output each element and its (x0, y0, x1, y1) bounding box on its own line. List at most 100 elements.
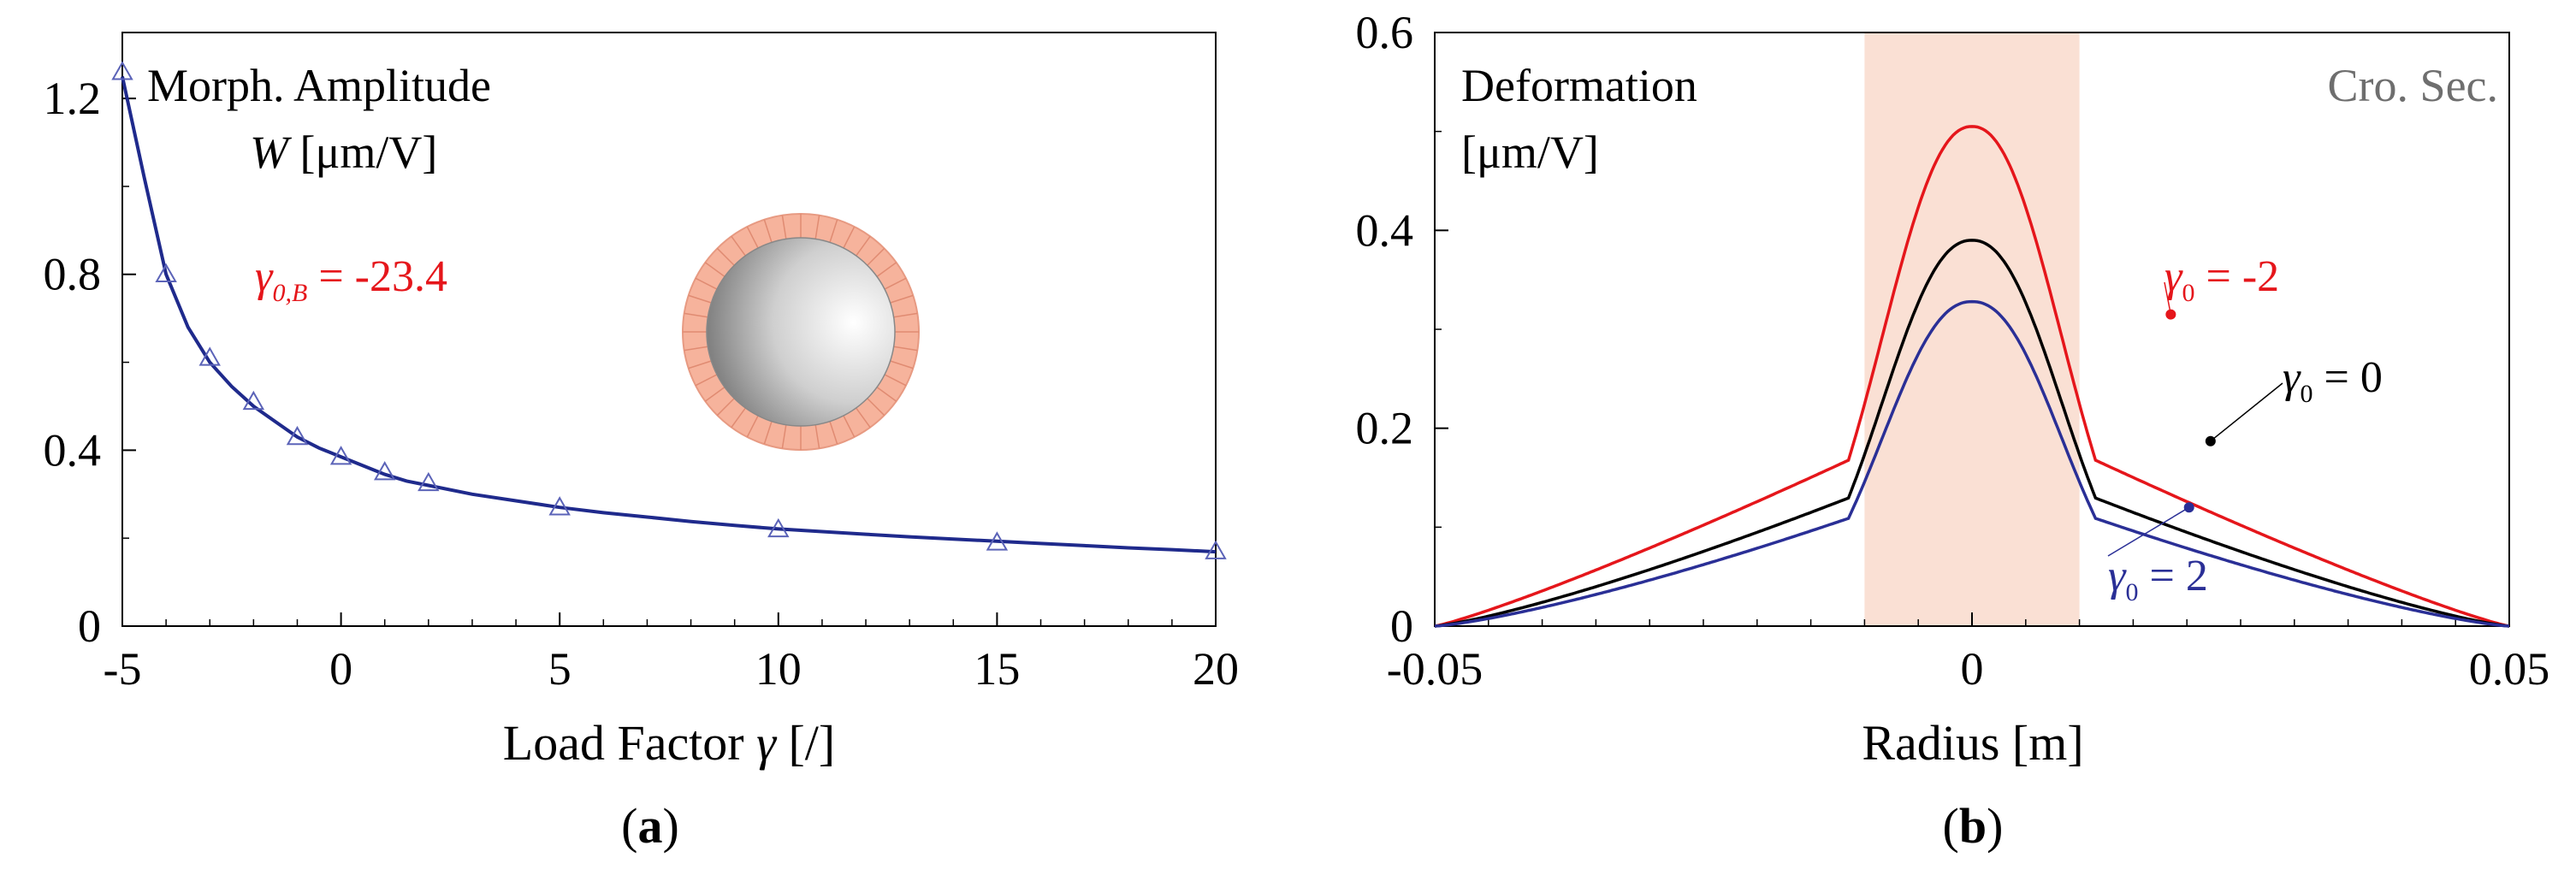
panel-a-xtick-label: 10 (755, 643, 802, 695)
series-label-symbol: γ (2108, 552, 2127, 600)
sphere-core (706, 237, 896, 427)
panel-a-marker (767, 517, 790, 538)
piezo-ring-segment (716, 247, 735, 266)
panel-a-marker (417, 471, 440, 492)
panel-a-xlabel-text: Load Factor (503, 715, 744, 771)
piezo-ring-segment (684, 346, 708, 352)
panel-a-marker (286, 425, 309, 446)
piezo-ring-segments (683, 214, 919, 450)
piezo-ring-segment (688, 360, 712, 370)
panel-b-shaded-band (1864, 33, 2080, 626)
piezo-ring-segment (716, 398, 735, 417)
panel-a-marker (242, 390, 265, 411)
panel-b-ytick-label: 0.2 (1356, 403, 1414, 454)
panel-b-corner-label: Cro. Sec. (2328, 60, 2498, 111)
panel-b-series-label-1: γ0 = 0 (2283, 353, 2383, 408)
panel-a-annotation-value: = -23.4 (307, 252, 447, 301)
panel-b-xlabel: Radius [m] (1862, 715, 2083, 771)
piezo-ring-segment (814, 215, 820, 239)
piezo-ring-segment (731, 235, 746, 257)
panel-a-xtick-label: 0 (329, 643, 352, 695)
panel-a-marker (111, 61, 133, 80)
series-label-symbol: γ (2283, 353, 2301, 402)
panel-b-label-paren-open: ( (1943, 798, 1959, 854)
piezo-ring-segment (695, 277, 718, 290)
piezo-ring-segment (763, 219, 773, 243)
panel-b-ytick-label: 0.6 (1356, 7, 1414, 58)
panel-a-label: (a) (621, 798, 679, 854)
panel-a-label-paren-open: ( (621, 798, 637, 854)
piezo-ring-segment (746, 415, 759, 438)
panel-b-label: (b) (1943, 798, 2004, 854)
piezo-ring-segment (829, 421, 838, 445)
piezo-ring-segment (843, 226, 856, 249)
panel-b-xtick-label: 0.05 (2469, 643, 2550, 695)
piezo-ring-segment (867, 398, 885, 417)
series-label-subscript: 0 (2126, 578, 2139, 606)
panel-a-xlabel-unit: [/] (776, 715, 835, 771)
piezo-ring-segment (731, 407, 746, 429)
piezo-ring-segment (763, 421, 773, 445)
panel-a-ylabel-symbol: W (250, 127, 293, 178)
piezo-ring-segment (829, 219, 838, 243)
panel-a-ytick-label: 1.2 (44, 73, 102, 124)
panel-a-annotation: γ0,B = -23.4 (255, 252, 447, 307)
series-label-subscript: 0 (2301, 380, 2313, 408)
piezo-ring-segment (867, 247, 885, 266)
panel-b-series-line-2 (1434, 299, 2510, 628)
panel-b-series-label-2: γ0 = 2 (2108, 552, 2208, 606)
panel-b-label-dot (2165, 309, 2176, 320)
panel-a-label-paren-close: ) (663, 798, 679, 854)
panel-a-xlabel: Load Factor γ [/] (503, 715, 835, 771)
panel-a-marker (198, 346, 221, 366)
panel-a-ylabel-line1: Morph. Amplitude (147, 60, 491, 111)
series-label-value: = -2 (2195, 252, 2280, 301)
piezo-ring-segment (781, 215, 787, 239)
piezo-ring-segment (893, 312, 918, 318)
panel-b-xtick-label: 0 (1961, 643, 1984, 695)
piezo-ring-segment (884, 277, 907, 290)
panel-a-ytick-label: 0.8 (44, 249, 102, 300)
panel-b-label-dot (2183, 502, 2194, 513)
panel-b-label-leader (2107, 506, 2190, 557)
panel-b-label-leader (2210, 382, 2283, 442)
panel-a-xtick-label: 20 (1193, 643, 1239, 695)
piezo-ring-segment (856, 407, 871, 429)
panel-a-ytick-label: 0 (78, 600, 101, 652)
panel-a-annotation-symbol: γ (255, 252, 274, 301)
panel-b-series-line-0 (1434, 125, 2510, 628)
panel-a-xlabel-symbol: γ (756, 715, 778, 771)
panel-a-series-line (121, 75, 1217, 554)
piezo-ring-segment (688, 294, 712, 304)
sphere-cross-section-inset (682, 213, 920, 451)
panel-a-label-letter: a (638, 798, 663, 854)
panel-a-marker (373, 461, 396, 481)
series-label-value: = 0 (2313, 353, 2383, 402)
piezo-ring-segment (890, 294, 914, 304)
piezo-ring-segment (843, 415, 856, 438)
panel-b-series-label-0: γ0 = -2 (2164, 252, 2279, 307)
panel-b-label-paren-close: ) (1987, 798, 2003, 854)
piezo-ring-segment (704, 387, 725, 402)
panel-a-xtick-label: 5 (548, 643, 571, 695)
panel-a-plot-frame (121, 32, 1217, 627)
panel-a-xtick-label: 15 (974, 643, 1020, 695)
panel-a-marker (1205, 540, 1227, 559)
series-label-subscript: 0 (2182, 279, 2195, 307)
piezo-ring-segment (884, 374, 907, 387)
panel-a-ytick-label: 0.4 (44, 424, 102, 476)
piezo-ring-segment (893, 346, 918, 352)
panel-b-series-line-1 (1434, 239, 2510, 628)
piezo-ring-segment (876, 262, 897, 277)
series-label-symbol: γ (2164, 252, 2183, 301)
piezo-ring-segment (746, 226, 759, 249)
piezo-ring-segment (856, 235, 871, 257)
piezo-ring-segment (704, 262, 725, 277)
piezo-ring-segment (890, 360, 914, 370)
panel-b-label-letter: b (1959, 798, 1987, 854)
panel-b-ylabel-line1: Deformation (1461, 60, 1697, 111)
panel-b-ytick-label: 0 (1390, 600, 1413, 652)
panel-a-marker (986, 531, 1009, 551)
panel-b-ylabel-line2: [μm/V] (1461, 127, 1599, 178)
